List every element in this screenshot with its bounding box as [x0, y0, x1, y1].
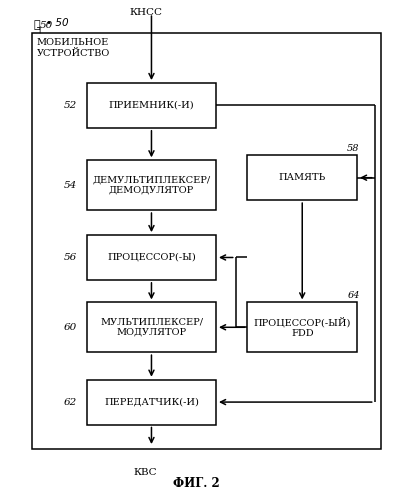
Text: ПЕРЕДАТЧИК(-И): ПЕРЕДАТЧИК(-И) [104, 398, 199, 406]
Text: 50: 50 [40, 20, 53, 30]
Text: МУЛЬТИПЛЕКСЕР/
МОДУЛЯТОР: МУЛЬТИПЛЕКСЕР/ МОДУЛЯТОР [100, 318, 203, 337]
Bar [87, 160, 216, 210]
Text: ПРИЕМНИК(-И): ПРИЕМНИК(-И) [108, 101, 194, 110]
Text: • 50: • 50 [46, 18, 68, 28]
Bar [248, 156, 357, 200]
Text: 58: 58 [347, 144, 360, 153]
Bar [87, 235, 216, 280]
Text: ПРОЦЕССОР(-ЫЙ)
FDD: ПРОЦЕССОР(-ЫЙ) FDD [253, 317, 351, 338]
Bar [87, 380, 216, 424]
Text: └: └ [33, 20, 39, 29]
Bar [248, 302, 357, 352]
Bar [87, 302, 216, 352]
Text: ДЕМУЛЬТИПЛЕКСЕР/
ДЕМОДУЛЯТОР: ДЕМУЛЬТИПЛЕКСЕР/ ДЕМОДУЛЯТОР [92, 176, 211, 195]
Text: КНСС: КНСС [129, 8, 162, 17]
Text: ФИГ. 2: ФИГ. 2 [173, 478, 220, 490]
Text: ПРОЦЕССОР(-Ы): ПРОЦЕССОР(-Ы) [107, 253, 196, 262]
Text: 64: 64 [347, 291, 360, 300]
Text: ПАМЯТЬ: ПАМЯТЬ [279, 173, 326, 182]
Text: 62: 62 [64, 398, 77, 406]
Text: 60: 60 [64, 323, 77, 332]
Bar [32, 33, 380, 450]
Text: 52: 52 [64, 101, 77, 110]
Text: КВС: КВС [134, 468, 158, 477]
Text: 56: 56 [64, 253, 77, 262]
Text: МОБИЛЬНОЕ
УСТРОЙСТВО: МОБИЛЬНОЕ УСТРОЙСТВО [37, 38, 110, 58]
Text: ⸏: ⸏ [34, 20, 40, 30]
Bar [87, 83, 216, 128]
Text: 54: 54 [64, 180, 77, 190]
